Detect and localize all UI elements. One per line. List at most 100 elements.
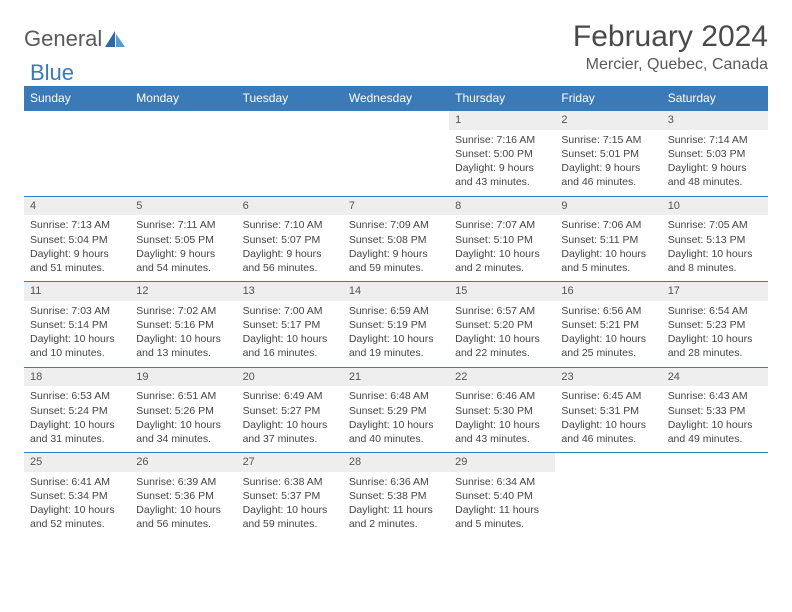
day-number-cell: 25 — [24, 453, 130, 472]
dl2-text: and 5 minutes. — [561, 261, 655, 275]
day-cell: Sunrise: 7:05 AMSunset: 5:13 PMDaylight:… — [662, 215, 768, 281]
day-cell — [130, 130, 236, 196]
dl2-text: and 22 minutes. — [455, 346, 549, 360]
sunset-text: Sunset: 5:30 PM — [455, 404, 549, 418]
sunset-text: Sunset: 5:19 PM — [349, 318, 443, 332]
sunrise-text: Sunrise: 6:57 AM — [455, 304, 549, 318]
page-title: February 2024 — [573, 20, 768, 54]
day-cell — [662, 472, 768, 538]
day-number-cell: 5 — [130, 196, 236, 215]
sunset-text: Sunset: 5:36 PM — [136, 489, 230, 503]
day-number-cell: 2 — [555, 111, 661, 130]
day-cell: Sunrise: 7:15 AMSunset: 5:01 PMDaylight:… — [555, 130, 661, 196]
day-cell: Sunrise: 6:57 AMSunset: 5:20 PMDaylight:… — [449, 301, 555, 367]
sunrise-text: Sunrise: 7:15 AM — [561, 133, 655, 147]
sunrise-text: Sunrise: 7:05 AM — [668, 218, 762, 232]
day-cell: Sunrise: 7:06 AMSunset: 5:11 PMDaylight:… — [555, 215, 661, 281]
sunset-text: Sunset: 5:27 PM — [243, 404, 337, 418]
content-row: Sunrise: 7:13 AMSunset: 5:04 PMDaylight:… — [24, 215, 768, 281]
sunset-text: Sunset: 5:04 PM — [30, 233, 124, 247]
dl1-text: Daylight: 10 hours — [243, 418, 337, 432]
weekday-header: Wednesday — [343, 86, 449, 111]
dl1-text: Daylight: 9 hours — [561, 161, 655, 175]
logo: General — [24, 20, 128, 52]
day-cell — [237, 130, 343, 196]
dl1-text: Daylight: 10 hours — [30, 332, 124, 346]
day-cell: Sunrise: 6:46 AMSunset: 5:30 PMDaylight:… — [449, 386, 555, 452]
day-number-cell: 16 — [555, 282, 661, 301]
sunrise-text: Sunrise: 6:34 AM — [455, 475, 549, 489]
dl2-text: and 56 minutes. — [136, 517, 230, 531]
dl2-text: and 10 minutes. — [30, 346, 124, 360]
sunset-text: Sunset: 5:17 PM — [243, 318, 337, 332]
day-cell: Sunrise: 7:13 AMSunset: 5:04 PMDaylight:… — [24, 215, 130, 281]
day-cell: Sunrise: 6:51 AMSunset: 5:26 PMDaylight:… — [130, 386, 236, 452]
day-number-cell: 11 — [24, 282, 130, 301]
content-row: Sunrise: 7:03 AMSunset: 5:14 PMDaylight:… — [24, 301, 768, 367]
day-number-cell: 29 — [449, 453, 555, 472]
dl2-text: and 51 minutes. — [30, 261, 124, 275]
dl2-text: and 43 minutes. — [455, 175, 549, 189]
sunrise-text: Sunrise: 7:03 AM — [30, 304, 124, 318]
sunset-text: Sunset: 5:11 PM — [561, 233, 655, 247]
day-cell: Sunrise: 7:00 AMSunset: 5:17 PMDaylight:… — [237, 301, 343, 367]
content-row: Sunrise: 6:41 AMSunset: 5:34 PMDaylight:… — [24, 472, 768, 538]
day-cell: Sunrise: 7:10 AMSunset: 5:07 PMDaylight:… — [237, 215, 343, 281]
sunrise-text: Sunrise: 6:39 AM — [136, 475, 230, 489]
sunrise-text: Sunrise: 7:09 AM — [349, 218, 443, 232]
day-cell: Sunrise: 6:54 AMSunset: 5:23 PMDaylight:… — [662, 301, 768, 367]
title-block: February 2024 Mercier, Quebec, Canada — [573, 20, 768, 74]
dl1-text: Daylight: 9 hours — [668, 161, 762, 175]
day-number-cell — [24, 111, 130, 130]
daynum-row: 123 — [24, 111, 768, 130]
header: General February 2024 Mercier, Quebec, C… — [24, 20, 768, 74]
dl2-text: and 59 minutes. — [243, 517, 337, 531]
day-cell: Sunrise: 6:38 AMSunset: 5:37 PMDaylight:… — [237, 472, 343, 538]
weekday-header-row: Sunday Monday Tuesday Wednesday Thursday… — [24, 86, 768, 111]
sunset-text: Sunset: 5:08 PM — [349, 233, 443, 247]
daynum-row: 2526272829 — [24, 453, 768, 472]
day-cell — [24, 130, 130, 196]
sunrise-text: Sunrise: 6:53 AM — [30, 389, 124, 403]
dl1-text: Daylight: 10 hours — [243, 503, 337, 517]
day-number-cell: 15 — [449, 282, 555, 301]
dl1-text: Daylight: 10 hours — [349, 418, 443, 432]
day-number-cell: 19 — [130, 367, 236, 386]
sunrise-text: Sunrise: 7:07 AM — [455, 218, 549, 232]
day-number-cell: 22 — [449, 367, 555, 386]
sunrise-text: Sunrise: 6:45 AM — [561, 389, 655, 403]
sunset-text: Sunset: 5:20 PM — [455, 318, 549, 332]
dl2-text: and 46 minutes. — [561, 432, 655, 446]
sunset-text: Sunset: 5:14 PM — [30, 318, 124, 332]
day-number-cell — [555, 453, 661, 472]
day-cell: Sunrise: 7:02 AMSunset: 5:16 PMDaylight:… — [130, 301, 236, 367]
dl1-text: Daylight: 10 hours — [668, 247, 762, 261]
sunset-text: Sunset: 5:29 PM — [349, 404, 443, 418]
day-number-cell: 17 — [662, 282, 768, 301]
calendar-table: Sunday Monday Tuesday Wednesday Thursday… — [24, 86, 768, 538]
day-cell: Sunrise: 6:53 AMSunset: 5:24 PMDaylight:… — [24, 386, 130, 452]
dl2-text: and 8 minutes. — [668, 261, 762, 275]
day-cell: Sunrise: 7:11 AMSunset: 5:05 PMDaylight:… — [130, 215, 236, 281]
dl2-text: and 5 minutes. — [455, 517, 549, 531]
dl2-text: and 2 minutes. — [455, 261, 549, 275]
day-number-cell: 24 — [662, 367, 768, 386]
dl1-text: Daylight: 10 hours — [455, 247, 549, 261]
day-number-cell: 4 — [24, 196, 130, 215]
day-number-cell: 20 — [237, 367, 343, 386]
logo-text-blue: Blue — [30, 60, 74, 85]
dl2-text: and 28 minutes. — [668, 346, 762, 360]
day-number-cell: 8 — [449, 196, 555, 215]
sunrise-text: Sunrise: 6:41 AM — [30, 475, 124, 489]
sunset-text: Sunset: 5:21 PM — [561, 318, 655, 332]
day-cell: Sunrise: 6:41 AMSunset: 5:34 PMDaylight:… — [24, 472, 130, 538]
sunset-text: Sunset: 5:26 PM — [136, 404, 230, 418]
sunrise-text: Sunrise: 6:49 AM — [243, 389, 337, 403]
day-cell: Sunrise: 6:48 AMSunset: 5:29 PMDaylight:… — [343, 386, 449, 452]
dl1-text: Daylight: 10 hours — [136, 503, 230, 517]
day-number-cell — [237, 111, 343, 130]
day-cell: Sunrise: 6:45 AMSunset: 5:31 PMDaylight:… — [555, 386, 661, 452]
day-cell: Sunrise: 6:34 AMSunset: 5:40 PMDaylight:… — [449, 472, 555, 538]
sunrise-text: Sunrise: 6:54 AM — [668, 304, 762, 318]
sunrise-text: Sunrise: 7:11 AM — [136, 218, 230, 232]
